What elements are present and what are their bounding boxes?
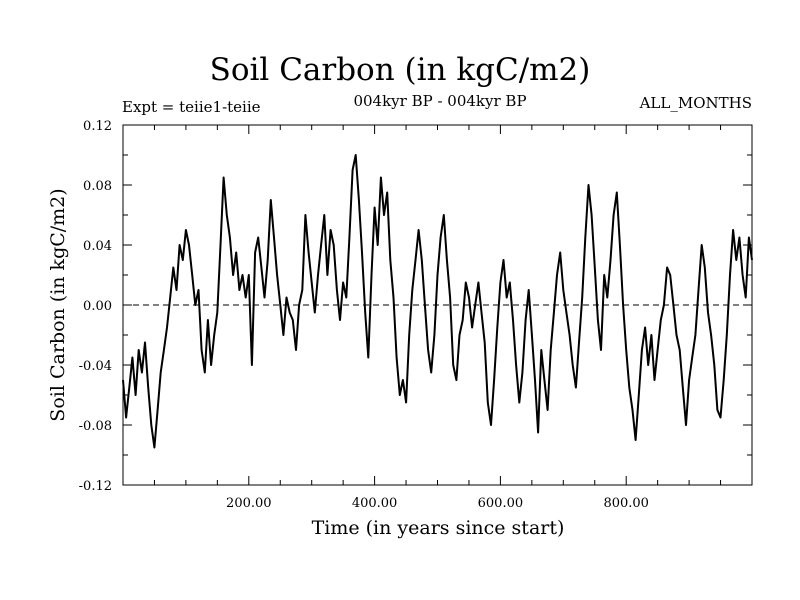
plot-frame — [122, 124, 753, 486]
y-axis-label: Soil Carbon (in kgC/m2) — [47, 188, 69, 421]
series-line — [122, 154, 753, 449]
tick-labels: 200.00 400.00 600.00 800.00 -0.12 -0.08 -0.04 0… — [79, 119, 649, 511]
x-axis-label: Time (in years since start) — [312, 517, 565, 539]
y-tick-label: 0.12 — [83, 119, 112, 134]
y-tick-label: 0.08 — [83, 179, 112, 194]
x-tick-label: 400.00 — [352, 496, 398, 511]
x-tick-label: 800.00 — [603, 496, 649, 511]
axis-ticks — [123, 125, 752, 485]
y-tick-label: -0.08 — [79, 419, 112, 434]
experiment-label: Expt = teiie1-teiie — [122, 98, 261, 116]
x-tick-label: 600.00 — [478, 496, 524, 511]
y-tick-label: -0.12 — [79, 479, 112, 494]
y-tick-label: -0.04 — [79, 359, 112, 374]
y-tick-label: 0.04 — [83, 239, 112, 254]
x-tick-label: 200.00 — [226, 496, 272, 511]
months-label: ALL_MONTHS — [639, 94, 752, 112]
y-tick-label: 0.00 — [83, 299, 112, 314]
chart-subtitle: 004kyr BP - 004kyr BP — [353, 92, 527, 110]
chart-title: Soil Carbon (in kgC/m2) — [209, 52, 591, 88]
